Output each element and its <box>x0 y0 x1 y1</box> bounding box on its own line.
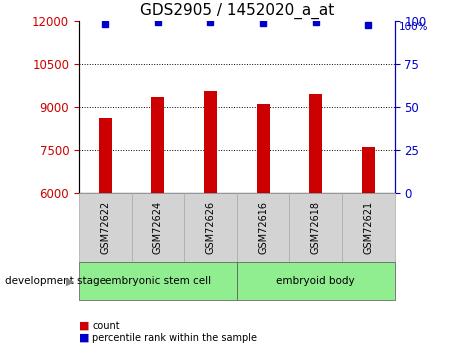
Text: embryonic stem cell: embryonic stem cell <box>105 276 211 286</box>
Text: ▶: ▶ <box>66 276 74 286</box>
Bar <box>309 94 322 193</box>
Text: ■: ■ <box>79 333 89 343</box>
Bar <box>99 118 112 193</box>
Text: GSM72626: GSM72626 <box>206 201 216 254</box>
Bar <box>151 97 165 193</box>
Bar <box>204 91 217 193</box>
Text: embryoid body: embryoid body <box>276 276 355 286</box>
Text: GSM72624: GSM72624 <box>153 201 163 254</box>
Text: GSM72621: GSM72621 <box>364 201 373 254</box>
Bar <box>362 147 375 193</box>
Text: count: count <box>92 321 120 331</box>
Text: GSM72618: GSM72618 <box>311 201 321 254</box>
Text: percentile rank within the sample: percentile rank within the sample <box>92 333 258 343</box>
Text: development stage: development stage <box>5 276 106 286</box>
Text: ■: ■ <box>79 321 89 331</box>
Text: GSM72622: GSM72622 <box>100 201 110 254</box>
Title: GDS2905 / 1452020_a_at: GDS2905 / 1452020_a_at <box>140 3 334 19</box>
Text: GSM72616: GSM72616 <box>258 201 268 254</box>
Text: 100%: 100% <box>399 22 428 32</box>
Bar <box>257 104 270 193</box>
